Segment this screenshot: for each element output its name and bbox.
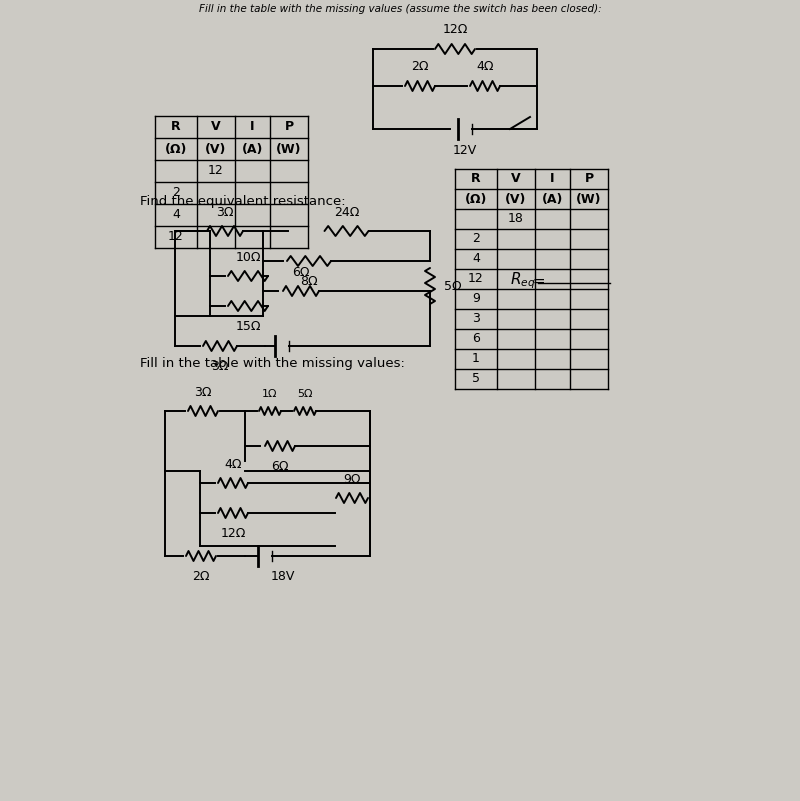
Text: 5Ω: 5Ω (298, 389, 313, 399)
Text: 4Ω: 4Ω (224, 458, 242, 471)
Text: 5Ω: 5Ω (444, 280, 462, 292)
Text: 1Ω: 1Ω (262, 389, 278, 399)
Text: (W): (W) (576, 192, 602, 206)
Text: 6: 6 (472, 332, 480, 345)
Text: I: I (250, 120, 254, 134)
Text: (V): (V) (506, 192, 526, 206)
Text: R: R (471, 172, 481, 186)
Text: V: V (511, 172, 521, 186)
Text: Find the equivalent resistance:: Find the equivalent resistance: (140, 195, 346, 207)
Text: 4: 4 (472, 252, 480, 265)
Text: I: I (550, 172, 554, 186)
Text: 15Ω: 15Ω (235, 320, 261, 333)
Text: 3Ω: 3Ω (211, 360, 229, 373)
Text: 10Ω: 10Ω (235, 251, 261, 264)
Text: 12Ω: 12Ω (442, 23, 468, 36)
Text: $R_{eq}$: $R_{eq}$ (510, 271, 535, 292)
Text: V: V (211, 120, 221, 134)
Text: =: = (528, 273, 550, 288)
Text: 12V: 12V (453, 144, 477, 157)
Text: 2Ω: 2Ω (192, 570, 210, 583)
Text: 4Ω: 4Ω (476, 60, 494, 73)
Text: 12: 12 (468, 272, 484, 285)
Text: 9Ω: 9Ω (343, 473, 361, 486)
Text: 2: 2 (172, 187, 180, 199)
Text: Fill in the table with the missing values (assume the switch has been closed):: Fill in the table with the missing value… (198, 4, 602, 14)
Text: P: P (285, 120, 294, 134)
Text: (A): (A) (242, 143, 263, 155)
Text: 1: 1 (472, 352, 480, 365)
Text: 2: 2 (472, 232, 480, 245)
Text: 5: 5 (472, 372, 480, 385)
Text: R: R (171, 120, 181, 134)
Text: 12: 12 (168, 231, 184, 244)
Text: 8Ω: 8Ω (300, 275, 318, 288)
Text: 9: 9 (472, 292, 480, 305)
Text: 2Ω: 2Ω (411, 60, 429, 73)
Text: (Ω): (Ω) (465, 192, 487, 206)
Text: 12: 12 (208, 164, 224, 178)
Text: (Ω): (Ω) (165, 143, 187, 155)
Text: (V): (V) (206, 143, 226, 155)
Text: 3Ω: 3Ω (216, 206, 234, 219)
Text: 3Ω: 3Ω (194, 386, 212, 399)
Text: 24Ω: 24Ω (334, 206, 359, 219)
Text: 6Ω: 6Ω (292, 266, 310, 279)
Text: 4: 4 (172, 208, 180, 222)
Text: Fill in the table with the missing values:: Fill in the table with the missing value… (140, 357, 405, 371)
Text: 18V: 18V (271, 570, 295, 583)
Text: 6Ω: 6Ω (271, 460, 289, 473)
Text: 12Ω: 12Ω (220, 527, 246, 540)
Text: (A): (A) (542, 192, 563, 206)
Text: 3: 3 (472, 312, 480, 325)
Text: P: P (585, 172, 594, 186)
Text: (W): (W) (276, 143, 302, 155)
Text: 18: 18 (508, 212, 524, 226)
